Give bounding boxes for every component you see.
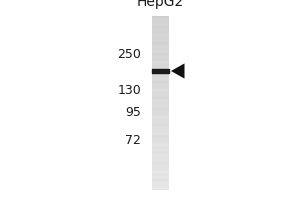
Text: 130: 130 [117, 84, 141, 97]
Text: HepG2: HepG2 [137, 0, 184, 9]
Text: 95: 95 [125, 106, 141, 119]
Polygon shape [171, 63, 184, 79]
Text: 250: 250 [117, 47, 141, 60]
Text: 72: 72 [125, 134, 141, 146]
